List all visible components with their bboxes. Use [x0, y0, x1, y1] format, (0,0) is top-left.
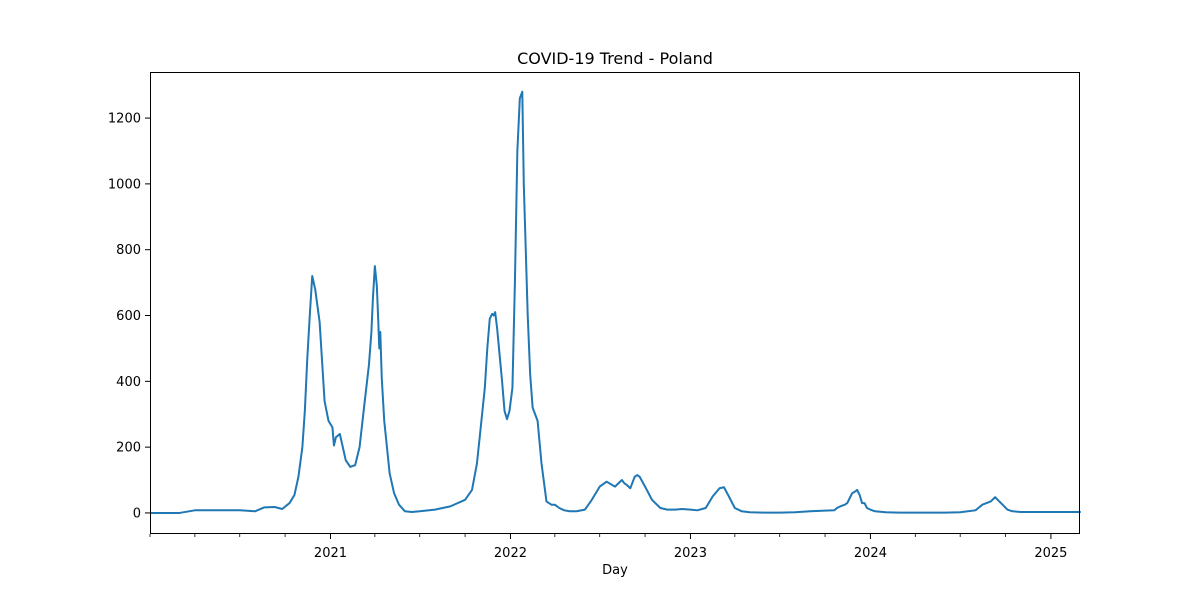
- plot-frame: [150, 72, 1080, 534]
- y-tick-label: 200: [116, 441, 141, 456]
- y-tick-label: 600: [116, 309, 141, 324]
- x-tick-label: 2021: [314, 546, 347, 561]
- x-tick-label: 2024: [854, 546, 887, 561]
- x-axis: 2021 2022 2023 2024 2025: [149, 534, 1067, 561]
- x-tick-label: 2022: [494, 546, 527, 561]
- chart-title: COVID-19 Trend - Poland: [517, 49, 713, 68]
- plot-series: [149, 90, 1081, 514]
- y-tick-label: 1200: [108, 112, 141, 127]
- x-axis-label: Day: [602, 563, 628, 578]
- y-tick-label: 400: [116, 375, 141, 390]
- y-tick-label: 800: [116, 243, 141, 258]
- x-tick-label: 2023: [674, 546, 707, 561]
- y-tick-label: 1000: [108, 177, 141, 192]
- x-tick-label: 2025: [1034, 546, 1067, 561]
- y-tick-label: 0: [133, 506, 141, 521]
- series-line: [149, 90, 1081, 514]
- y-axis: 0 200 400 600 800 1000 1200: [108, 112, 150, 521]
